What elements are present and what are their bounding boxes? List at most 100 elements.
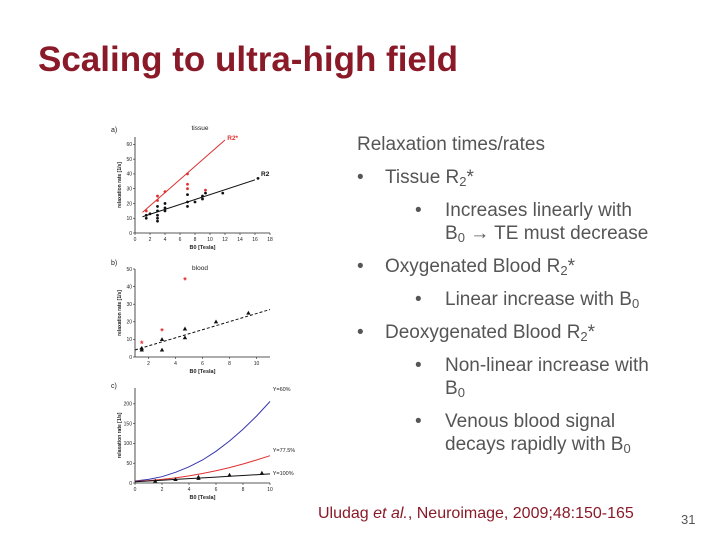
triangle-point [159,347,165,352]
bullet-text: Tissue R [385,167,460,188]
bullet-dot: • [357,167,364,188]
data-point [156,209,159,213]
star-point: * [160,327,164,337]
triangle-point [182,326,188,331]
subbullet-tissue: • Increases linearly with B0 → TE must d… [357,199,702,245]
x-tick-label: 4 [188,487,191,493]
bullet-tissue: • Tissue R2* [357,166,702,189]
subscript: 0 [631,296,640,311]
citation-etal: et al. [373,505,408,522]
panel-b-blood-chart: 2 4 6 8 10 0 10 20 30 40 50 b) B0 [Tesla] relaxation … [111,260,271,375]
subscript: 0 [457,230,465,245]
r2star-series-label: R2* [227,135,238,142]
y-tick-label: 30 [126,302,132,308]
x-tick-label: 14 [237,237,243,243]
x-tick-label: 0 [134,237,137,243]
x-axis-label: B0 [Tesla] [190,245,216,251]
blood-fit-line [134,309,271,351]
subscript: 2 [459,174,467,189]
data-point [144,213,148,217]
x-tick-label: 16 [252,237,258,243]
y-tick-label: 100 [124,441,133,447]
y-axis-label: relaxation rate [1/s] [117,162,123,208]
panel-caption: tissue [192,125,209,132]
model-curve-3 [134,473,271,483]
data-point [163,190,167,194]
data-point [156,205,159,208]
x-tick-label: 10 [207,237,213,243]
data-point [156,199,159,202]
data-point [186,182,189,186]
x-tick-label: 6 [179,237,182,243]
subbullet-venous: • Venous blood signal decays rapidly wit… [357,410,702,456]
x-tick-label: 0 [134,487,137,493]
bullet-text: Oxygenated Blood R [385,256,561,277]
data-point [156,216,159,220]
x-axis-label: B0 [Tesla] [190,369,216,375]
triangle-point [139,345,144,350]
data-point [256,176,260,180]
x-tick-label: 6 [215,487,218,493]
x-tick-label: 10 [254,361,260,367]
bullet-text: Deoxygenated Blood R [385,322,581,343]
x-tick-label: 6 [201,361,204,367]
triangle-point [259,470,265,475]
data-point [201,194,204,198]
data-point [221,191,225,195]
x-tick-label: 2 [161,487,164,493]
relaxation-rate-figure: 0 2 4 6 8 10 12 14 16 18 0 10 20 30 40 50 60 a) B0 [Tesla]… [108,120,295,510]
data-point [163,202,167,205]
star-point: * [140,339,144,349]
data-point [186,200,189,204]
x-tick-label: 18 [267,237,273,243]
slide-title: Scaling to ultra-high field [38,40,458,79]
series-label-y100: Y=100% [273,471,294,477]
x-tick-label: 8 [242,487,245,493]
y-tick-label: 50 [126,267,132,273]
bullet-dot: • [357,256,364,277]
bullet-tail: * [567,256,575,277]
y-tick-label: 10 [126,337,132,343]
data-point [186,193,189,196]
y-axis-label: relaxation rate [1/s] [117,290,123,336]
series-label-y60: Y=60% [273,387,291,393]
data-point [186,172,189,176]
y-tick-label: 20 [126,320,132,326]
data-point [156,194,159,198]
data-point [163,206,167,210]
y-tick-label: 0 [129,231,132,237]
data-point [204,191,207,195]
bullet-dot: • [415,355,422,376]
bullet-dot: • [415,200,422,221]
model-curve-2 [134,455,271,482]
data-point [144,209,148,213]
x-tick-label: 12 [222,237,228,243]
y-axis-label: relaxation rate [1/s] [117,412,123,458]
data-point [186,205,189,208]
y-tick-label: 0 [129,355,132,361]
page-number: 31 [681,512,696,527]
bullet-dot: • [415,411,422,432]
x-tick-label: 2 [147,361,150,367]
x-tick-label: 8 [228,361,231,367]
data-point [204,188,207,192]
subbullet-text: Linear increase with B [445,289,632,310]
subbullet-line: Non-linear increase with [445,355,649,376]
y-tick-label: 60 [126,142,132,148]
triangle-point [153,478,158,483]
triangle-point [182,335,188,340]
model-curve-1 [134,401,271,482]
y-tick-label: 0 [129,481,132,487]
text-part: B [445,378,458,399]
x-tick-label: 10 [267,487,273,493]
citation: Uludag et al., Neuroimage, 2009;48:150-1… [318,505,634,523]
panel-a-tissue-chart: 0 2 4 6 8 10 12 14 16 18 0 10 20 30 40 50 60 a) B0 [Tesla]… [111,125,273,251]
data-point [163,209,167,213]
x-tick-label: 4 [164,237,167,243]
y-tick-label: 200 [124,402,133,408]
citation-rest: , Neuroimage, 2009;48:150-165 [407,505,634,522]
r2star-fit-line [142,139,226,213]
panel-label: a) [111,127,117,134]
subscript: 0 [457,385,465,400]
